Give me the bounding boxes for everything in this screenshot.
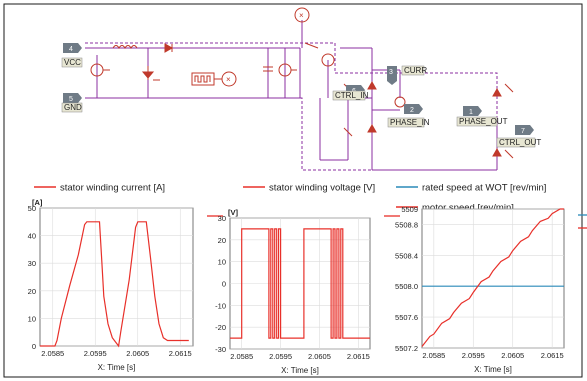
probe-icon bbox=[294, 7, 310, 23]
legend-label: stator winding voltage [V] bbox=[269, 183, 375, 194]
transistor-icon bbox=[141, 71, 155, 79]
connector-phase-out[interactable]: 1 PHASE_OUT bbox=[456, 106, 508, 127]
connector-label: CTRL_IN bbox=[335, 91, 369, 100]
series-line bbox=[230, 228, 370, 339]
legend-label: motor speed [rev/min] bbox=[422, 203, 514, 214]
voltage-source-icon bbox=[321, 53, 335, 67]
connector-label: VCC bbox=[64, 58, 81, 67]
y-tick-label: 50 bbox=[28, 204, 36, 213]
x-tick-label: 2.0585 bbox=[41, 349, 64, 358]
x-tick-label: 2.0595 bbox=[462, 351, 485, 360]
diode-icon bbox=[492, 87, 502, 97]
series-line bbox=[40, 221, 189, 348]
x-tick-label: 2.0615 bbox=[541, 351, 564, 360]
y-axis-unit: [A] bbox=[32, 198, 43, 207]
y-tick-label: 10 bbox=[218, 258, 226, 267]
x-tick-label: 2.0585 bbox=[422, 351, 445, 360]
probe-icon bbox=[221, 71, 237, 87]
y-tick-label: 20 bbox=[28, 287, 36, 296]
y-tick-label: 5508.0 bbox=[395, 282, 418, 291]
components: × × bbox=[90, 7, 514, 159]
diode-icon bbox=[367, 123, 377, 133]
y-tick-label: 5508.8 bbox=[395, 220, 418, 229]
y-axis-unit: [V] bbox=[228, 208, 239, 217]
y-tick-label: 0 bbox=[32, 342, 36, 351]
y-tick-label: -10 bbox=[215, 301, 226, 310]
switch-icon bbox=[304, 42, 319, 49]
y-tick-label: 30 bbox=[28, 259, 36, 268]
connector-label: GND bbox=[64, 103, 82, 112]
chart-stator-current: stator winding current [A] 0 10 20 30 40 50 2.0… bbox=[28, 183, 223, 372]
connector-vcc[interactable]: 4 VCC bbox=[61, 43, 83, 68]
x-axis-label: X: Time [s] bbox=[281, 366, 319, 375]
legend-label: rated speed at WOT [rev/min] bbox=[422, 183, 546, 194]
svg-text:3: 3 bbox=[389, 69, 393, 76]
diode-icon bbox=[367, 80, 377, 90]
x-tick-label: 2.0605 bbox=[308, 352, 331, 361]
y-tick-label: -20 bbox=[215, 323, 226, 332]
connector-label: PHASE_IN bbox=[390, 118, 430, 127]
y-tick-label: 40 bbox=[28, 232, 36, 241]
svg-text:5: 5 bbox=[69, 96, 73, 103]
connector-label: CTRL_OUT bbox=[499, 138, 541, 147]
inductor-icon bbox=[112, 45, 138, 49]
x-axis-label: X: Time [s] bbox=[474, 365, 512, 374]
y-tick-label: 5507.2 bbox=[395, 344, 418, 353]
connector-curr[interactable]: 3 CURR bbox=[387, 65, 427, 85]
schematic: × × bbox=[61, 7, 541, 171]
x-axis-label: X: Time [s] bbox=[98, 363, 136, 372]
connector-label: PHASE_OUT bbox=[459, 117, 508, 126]
x-tick-label: 2.0595 bbox=[269, 352, 292, 361]
diode-icon bbox=[164, 43, 174, 53]
y-tick-label: 30 bbox=[218, 214, 226, 223]
connector-ctrl-out[interactable]: 7 CTRL_OUT bbox=[496, 125, 541, 148]
x-tick-label: 2.0605 bbox=[501, 351, 524, 360]
x-tick-label: 2.0585 bbox=[230, 352, 253, 361]
plot-area bbox=[39, 207, 194, 347]
x-tick-label: 2.0615 bbox=[347, 352, 370, 361]
svg-text:×: × bbox=[299, 11, 304, 20]
y-tick-label: 20 bbox=[218, 236, 226, 245]
current-sensor-icon bbox=[394, 96, 406, 108]
connector-gnd[interactable]: 5 GND bbox=[61, 93, 83, 113]
svg-text:7: 7 bbox=[521, 128, 525, 135]
y-tick-label: 10 bbox=[28, 314, 36, 323]
x-tick-label: 2.0615 bbox=[169, 349, 192, 358]
chart-motor-speed: rated speed at WOT [rev/min] motor speed … bbox=[395, 183, 587, 374]
connector-ctrl-in[interactable]: 6 CTRL_IN bbox=[332, 85, 369, 101]
diode-icon bbox=[492, 147, 502, 157]
y-tick-label: 5508.4 bbox=[395, 251, 418, 260]
connector-label: CURR bbox=[404, 66, 427, 75]
legend-label: stator winding current [A] bbox=[60, 183, 165, 194]
chart-stator-voltage: stator winding voltage [V] -30 -20 -10 0 10 20… bbox=[215, 183, 400, 375]
x-tick-label: 2.0595 bbox=[84, 349, 107, 358]
connector-phase-in[interactable]: 2 PHASE_IN bbox=[387, 104, 430, 128]
svg-text:1: 1 bbox=[469, 109, 473, 116]
svg-text:×: × bbox=[226, 75, 231, 84]
svg-text:4: 4 bbox=[69, 46, 73, 53]
y-tick-label: 0 bbox=[222, 280, 226, 289]
plot-area bbox=[421, 208, 565, 349]
x-tick-label: 2.0605 bbox=[126, 349, 149, 358]
y-tick-label: -30 bbox=[215, 345, 226, 354]
series-line bbox=[421, 208, 564, 347]
svg-text:2: 2 bbox=[410, 107, 414, 114]
y-tick-label: 5507.6 bbox=[395, 313, 418, 322]
y-tick-label: 5509 bbox=[401, 205, 418, 214]
